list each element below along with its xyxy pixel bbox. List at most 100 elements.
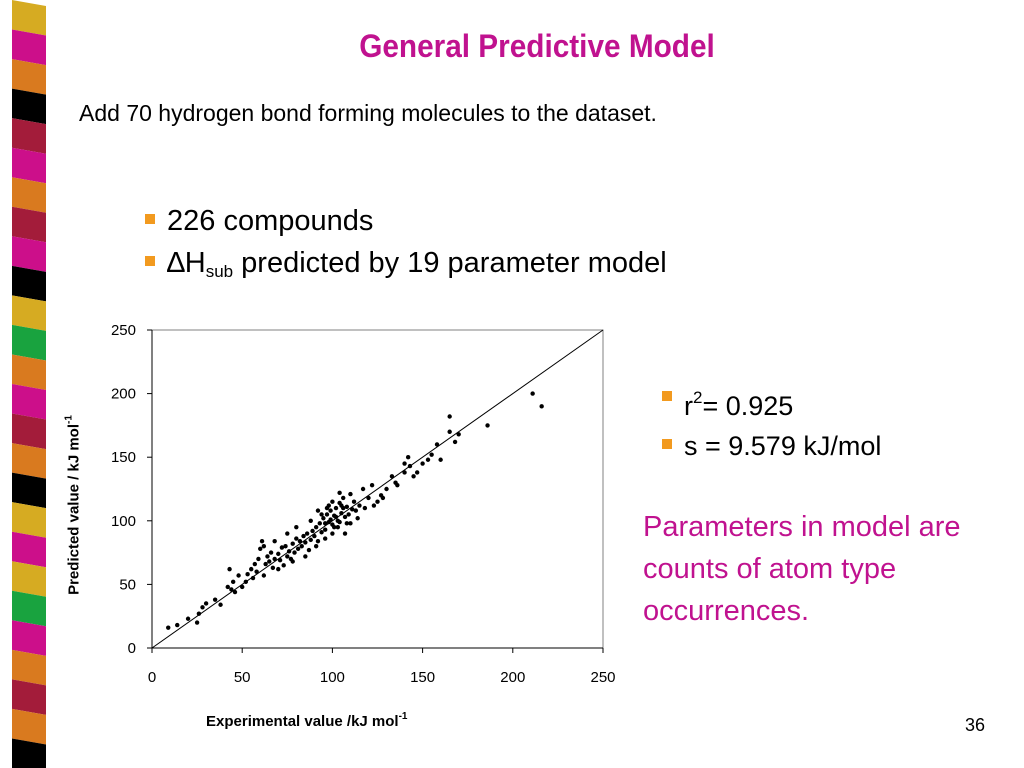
data-point <box>254 569 259 574</box>
stripe-band <box>12 295 46 331</box>
data-point <box>393 480 398 485</box>
stripe-band <box>12 236 46 272</box>
stripe-band <box>12 649 46 686</box>
data-point <box>285 554 290 559</box>
data-point <box>434 442 440 447</box>
data-point <box>447 429 452 434</box>
x-axis-label-sup: -1 <box>398 711 408 722</box>
y-tick-label: 0 <box>128 640 136 657</box>
data-point <box>194 620 200 625</box>
stat-s: s = 9.579 kJ/mol <box>662 426 881 466</box>
data-point <box>196 611 202 616</box>
data-point <box>322 536 328 541</box>
data-point <box>276 551 281 557</box>
data-point <box>324 505 330 511</box>
stripe-band <box>12 502 46 538</box>
stripe-band <box>12 0 46 36</box>
y-tick-label: 150 <box>111 449 136 466</box>
stripe-band <box>12 472 46 509</box>
stripe-band <box>12 413 46 450</box>
data-point <box>330 531 335 536</box>
data-point <box>342 531 348 536</box>
stripe-band <box>12 738 46 768</box>
stripe-band <box>12 88 46 125</box>
data-point <box>362 505 368 511</box>
data-point <box>272 556 277 562</box>
data-point <box>225 584 230 590</box>
data-point <box>429 452 434 457</box>
data-point <box>342 514 348 520</box>
data-point <box>308 537 313 543</box>
stripe-band <box>12 531 46 568</box>
stripe-band <box>12 118 46 154</box>
data-point <box>328 508 333 513</box>
data-point <box>350 507 355 512</box>
parameters-note: Parameters in model are counts of atom t… <box>643 511 961 627</box>
data-point <box>283 544 288 549</box>
data-point <box>267 559 272 564</box>
data-point <box>333 514 339 520</box>
intro-text: Add 70 hydrogen bond forming molecules t… <box>79 100 657 126</box>
data-point <box>438 457 443 462</box>
bullet-compounds: 226 compounds <box>145 200 667 242</box>
stripe-band <box>12 443 46 479</box>
data-point <box>279 545 285 550</box>
data-point <box>405 455 411 460</box>
stripe-band <box>12 324 46 361</box>
page-number: 36 <box>965 715 986 735</box>
data-point <box>337 490 342 496</box>
data-point <box>380 495 386 501</box>
stripe-band <box>12 384 46 420</box>
data-point <box>185 616 191 621</box>
r-superscript: 2 <box>693 388 703 407</box>
data-point <box>281 563 286 568</box>
sub-subscript: sub <box>205 262 234 281</box>
data-point <box>322 521 328 526</box>
x-tick-label: 50 <box>234 669 251 686</box>
data-point <box>263 561 268 567</box>
data-point <box>341 495 346 501</box>
data-point <box>420 461 425 466</box>
data-point <box>407 463 413 469</box>
data-point <box>333 505 339 511</box>
data-point <box>328 517 333 522</box>
data-point <box>414 470 420 475</box>
stripe-band <box>12 679 46 715</box>
reference-line <box>151 329 604 649</box>
data-point <box>313 524 319 530</box>
x-tick-label: 150 <box>410 669 435 686</box>
data-point <box>339 503 344 508</box>
data-point <box>335 524 341 530</box>
data-point <box>268 550 274 555</box>
data-point <box>321 516 326 521</box>
data-point <box>357 503 362 508</box>
data-point <box>371 503 377 508</box>
delta-symbol: ∆ <box>167 247 185 279</box>
data-point <box>212 597 218 602</box>
bullet-model: ∆Hsub predicted by 19 parameter model <box>145 242 667 293</box>
slide-title: General Predictive Model <box>359 28 715 64</box>
stats-list: r2= 0.925 s = 9.579 kJ/mol <box>662 378 881 466</box>
data-point <box>530 391 535 396</box>
data-point <box>175 622 180 628</box>
data-point <box>539 404 544 409</box>
stripe-band <box>12 29 46 66</box>
data-point <box>261 544 267 549</box>
data-point <box>229 587 234 592</box>
data-point <box>285 531 290 536</box>
stripe-band <box>12 590 46 627</box>
data-point <box>324 512 330 517</box>
y-tick-label: 200 <box>111 386 136 403</box>
x-tick-label: 0 <box>148 669 156 686</box>
data-point <box>286 549 292 554</box>
s-value: s = 9.579 kJ/mol <box>684 431 882 461</box>
y-axis-label-text: Predicted value / kJ mol <box>65 424 83 595</box>
data-point <box>402 461 407 466</box>
data-point <box>344 521 350 526</box>
data-point <box>232 589 238 595</box>
data-point <box>315 508 321 513</box>
data-point <box>261 573 267 578</box>
data-point <box>353 508 359 513</box>
data-point <box>250 575 256 581</box>
data-point <box>312 533 317 539</box>
